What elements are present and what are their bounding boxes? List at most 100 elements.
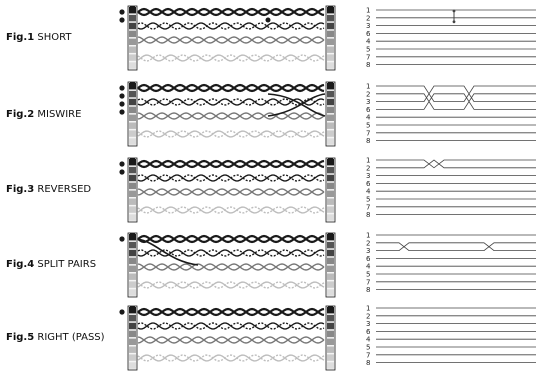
connector-pin — [129, 241, 136, 249]
pin-number: 7 — [366, 351, 370, 359]
pin-number: 1 — [366, 7, 370, 15]
pin-number: 2 — [366, 239, 370, 247]
connector-pin — [327, 106, 334, 114]
figure-label: Fig.4 SPLIT PAIRS — [6, 259, 96, 270]
connector-pin — [129, 307, 136, 314]
figure-number: Fig.3 — [6, 184, 35, 195]
cable-wire — [137, 281, 325, 289]
connector-pin — [327, 234, 334, 241]
connector-pin — [327, 257, 334, 265]
connector-pin — [129, 249, 136, 257]
pin-number: 4 — [366, 336, 371, 344]
connector-pin — [327, 122, 334, 129]
connector-pin — [129, 289, 136, 296]
pin-number: 4 — [366, 188, 371, 196]
pin-number: 6 — [366, 30, 371, 38]
cable-wire — [137, 206, 325, 214]
connector-pin — [327, 46, 334, 53]
pin-number: 3 — [366, 98, 370, 106]
cable-wire — [137, 263, 325, 271]
connector-pin — [327, 22, 334, 30]
split-pair-wire — [137, 238, 199, 266]
connector-pin — [129, 362, 136, 369]
connector-pin — [327, 159, 334, 166]
wire-map-line — [376, 159, 536, 169]
connector-pin — [129, 130, 136, 137]
connector-pin — [129, 83, 136, 90]
connector-latch — [130, 82, 135, 86]
connector-pin — [129, 346, 136, 353]
connector-pin — [327, 289, 334, 296]
connector-pin — [327, 7, 334, 14]
cable-wire — [137, 54, 325, 62]
pin-number: 6 — [366, 328, 371, 336]
pin-number: 1 — [366, 232, 370, 240]
connector-pin — [129, 54, 136, 61]
pin-number: 3 — [366, 247, 370, 255]
pin-number: 5 — [366, 344, 370, 352]
fault-indicator-dot — [119, 9, 125, 15]
cable-wire — [137, 249, 325, 257]
fault-indicator-dot — [119, 169, 125, 175]
connector-pin — [129, 322, 136, 330]
connector-pin — [327, 130, 334, 137]
cable-wire — [137, 98, 325, 106]
pin-number: 6 — [366, 180, 371, 188]
connector-pin — [129, 182, 136, 190]
connector-pin — [327, 38, 334, 45]
connector-pin — [129, 138, 136, 145]
connector-pin — [327, 114, 334, 121]
fault-indicator-dot — [119, 93, 125, 99]
cable-wire — [137, 354, 325, 362]
fault-indicator-dot — [119, 85, 125, 91]
fault-indicator-dot — [119, 17, 125, 23]
short-marker-dot — [452, 20, 456, 24]
wire-map-line — [376, 242, 536, 251]
connector-pin — [327, 166, 334, 174]
connector-pin — [129, 7, 136, 14]
connector-latch — [328, 158, 333, 162]
connector-pin — [327, 62, 334, 69]
cable-wire — [137, 188, 325, 196]
cable-wire — [137, 130, 325, 138]
pin-number: 2 — [366, 14, 370, 22]
connector-pin — [129, 166, 136, 174]
figure-label: Fig.1 SHORT — [6, 32, 71, 43]
connector-pin — [129, 314, 136, 322]
pin-number: 2 — [366, 90, 370, 98]
connector-pin — [327, 83, 334, 90]
cable-wire — [137, 281, 325, 289]
figure-label: Fig.3 REVERSED — [6, 184, 91, 195]
connector-pin — [327, 54, 334, 61]
cable-wire — [137, 112, 325, 120]
connector-latch — [130, 158, 135, 162]
figure-title: SPLIT PAIRS — [37, 259, 97, 270]
pin-number: 8 — [366, 211, 370, 219]
pin-number: 6 — [366, 106, 371, 114]
cable-wire — [137, 336, 325, 344]
cable-wire — [137, 83, 325, 93]
connector-pin — [129, 257, 136, 265]
pin-number: 1 — [366, 305, 370, 313]
connector-pin — [129, 234, 136, 241]
connector-pin — [327, 362, 334, 369]
connector-pin — [129, 265, 136, 272]
connector-pin — [327, 281, 334, 288]
cable-wire — [137, 263, 325, 271]
cable-wire — [137, 7, 325, 17]
connector-pin — [129, 198, 136, 205]
connector-pin — [327, 354, 334, 361]
connector-pin — [327, 346, 334, 353]
pin-number: 5 — [366, 122, 370, 130]
connector-pin — [327, 206, 334, 213]
connector-pin — [129, 206, 136, 213]
figure-label: Fig.2 MISWIRE — [6, 109, 81, 120]
cable-wire — [137, 22, 325, 30]
miswired-wire — [267, 93, 326, 117]
connector-pin — [327, 241, 334, 249]
